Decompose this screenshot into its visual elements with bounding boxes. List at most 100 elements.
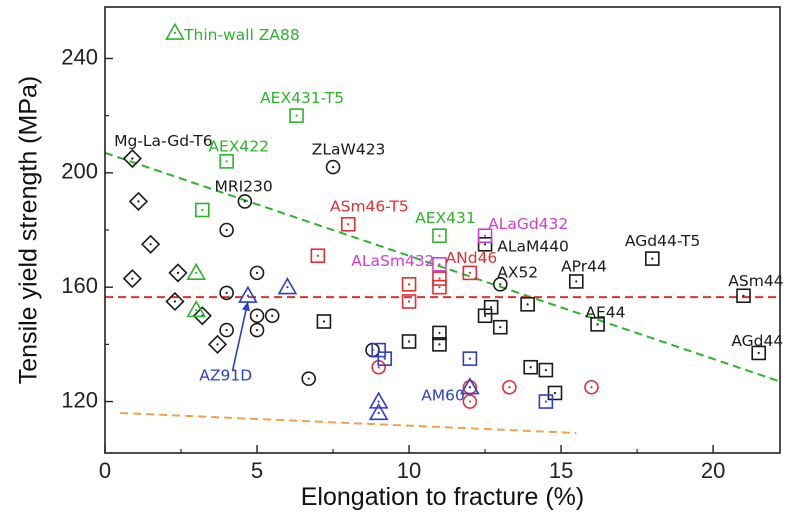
black-squares-point: [401, 334, 417, 349]
black-diamonds-point-center: [173, 300, 177, 303]
red-squares-point: [432, 271, 447, 286]
black-squares-point-center: [322, 320, 326, 323]
red-squares-point-center: [407, 300, 411, 303]
green-triangles-point-center: [173, 31, 177, 34]
annotation-label: ALaM440: [497, 238, 569, 256]
black-squares-point-center: [483, 243, 487, 246]
black-squares-point-center: [575, 280, 578, 283]
annotation-label: ALaGd432: [488, 215, 568, 233]
black-circles-point: [301, 371, 317, 386]
black-diamonds-point: [165, 291, 185, 312]
red-circles-point: [502, 379, 517, 395]
black-squares-point: [520, 297, 535, 312]
annotation-label: ALaSm432: [351, 252, 434, 270]
reference-lines: [104, 151, 781, 434]
black-squares-point-center: [596, 323, 599, 326]
red-circles-point-center: [508, 386, 511, 389]
blue-triangles-point: [368, 391, 389, 409]
black-squares-point: [523, 359, 538, 375]
annotation-label: AE44: [585, 303, 625, 321]
x-tick-label: 5: [251, 458, 263, 483]
black-circles-point-center: [225, 291, 228, 294]
y-tick-label: 240: [61, 44, 98, 69]
red-squares-point: [310, 248, 326, 264]
black-circles-point-center: [499, 283, 502, 286]
red-circles-point: [584, 379, 599, 395]
black-circles-point-center: [255, 314, 259, 317]
black-squares-point-center: [553, 391, 557, 395]
black-squares-point: [547, 385, 563, 401]
x-tick-label: 15: [549, 458, 573, 483]
red-squares-point: [432, 279, 447, 295]
annotation-label: AEX431: [415, 209, 476, 227]
black-squares-point: [568, 274, 584, 289]
red-squares-point-center: [468, 271, 471, 274]
blue-squares-point-center: [383, 357, 386, 360]
black-squares-point-center: [438, 331, 441, 335]
black-squares-point: [483, 299, 499, 315]
black-diamonds-point-center: [131, 277, 134, 280]
black-circles-point-center: [331, 166, 335, 169]
annotation-label: AGd44-T5: [625, 232, 700, 250]
black-squares-point: [751, 345, 767, 361]
black-squares-point: [736, 288, 751, 304]
magenta-squares-point: [477, 228, 493, 244]
y-tick-label: 200: [61, 159, 98, 184]
red-squares-point: [462, 265, 478, 281]
annotation-label: ASm44: [728, 272, 783, 290]
green-squares-point: [289, 108, 304, 123]
x-tick-label: 10: [397, 458, 421, 483]
red-circles-point: [462, 394, 478, 409]
black-squares-point-center: [544, 368, 547, 372]
annotation-label: Thin-wall ZA88: [183, 26, 300, 44]
annotation-label: ASm46-T5: [330, 198, 409, 216]
black-diamonds-point: [141, 234, 161, 254]
black-diamonds-point-center: [176, 271, 180, 274]
black-squares-point: [477, 236, 493, 252]
black-circles-point-center: [255, 328, 259, 332]
red-squares-point: [340, 216, 356, 232]
blue-triangles-point-center: [468, 386, 471, 389]
green-triangles-point-center: [195, 271, 198, 274]
annotation-label: Mg-La-Gd-T6: [114, 132, 212, 150]
black-diamonds-point-center: [149, 243, 152, 246]
black-squares-point-center: [742, 294, 745, 297]
green-squares-point: [219, 154, 234, 169]
x-axis-title: Elongation to fracture (%): [301, 483, 584, 511]
arrow-head: [241, 301, 250, 312]
black-diamonds-point: [128, 191, 149, 211]
black-circles-point: [264, 308, 280, 324]
x-tick-label: 20: [701, 458, 725, 483]
y-tick-label: 120: [61, 387, 98, 412]
blue-squares-point-center: [544, 400, 547, 403]
magenta-squares-point-center: [438, 263, 441, 266]
annotation-label: AGd44: [731, 332, 783, 350]
annotation-label: AEX431-T5: [260, 89, 344, 107]
black-squares-point: [492, 319, 508, 335]
black-circles-point-center: [271, 314, 274, 317]
red-circles-point-center: [468, 400, 471, 403]
green-trend-line: [104, 151, 781, 383]
black-squares-point-center: [499, 326, 502, 329]
blue-triangles-point: [277, 277, 298, 295]
black-diamonds-point: [122, 148, 142, 169]
blue-triangles-point: [368, 402, 389, 421]
magenta-squares-point: [432, 257, 447, 272]
black-diamonds-point: [192, 306, 212, 326]
annotation-label: AZ91D: [199, 366, 252, 384]
annotations: Thin-wall ZA88 AEX431-T5 Mg-La-Gd-T6AEX422…: [114, 26, 783, 404]
annotation-label: ZLaW423: [312, 140, 386, 158]
blue-squares-point: [538, 394, 554, 409]
blue-squares-point: [377, 351, 393, 366]
red-squares-point: [401, 294, 417, 309]
black-diamonds-point-center: [216, 343, 219, 346]
x-tick-label: 0: [99, 458, 111, 483]
red-circles-point-center: [377, 366, 380, 369]
data-points: [122, 22, 767, 421]
black-squares-point-center: [529, 366, 532, 369]
black-circles-point: [249, 308, 265, 324]
green-triangles-point: [186, 299, 207, 318]
black-circles-point: [219, 222, 234, 238]
green-triangles-point: [186, 262, 207, 281]
